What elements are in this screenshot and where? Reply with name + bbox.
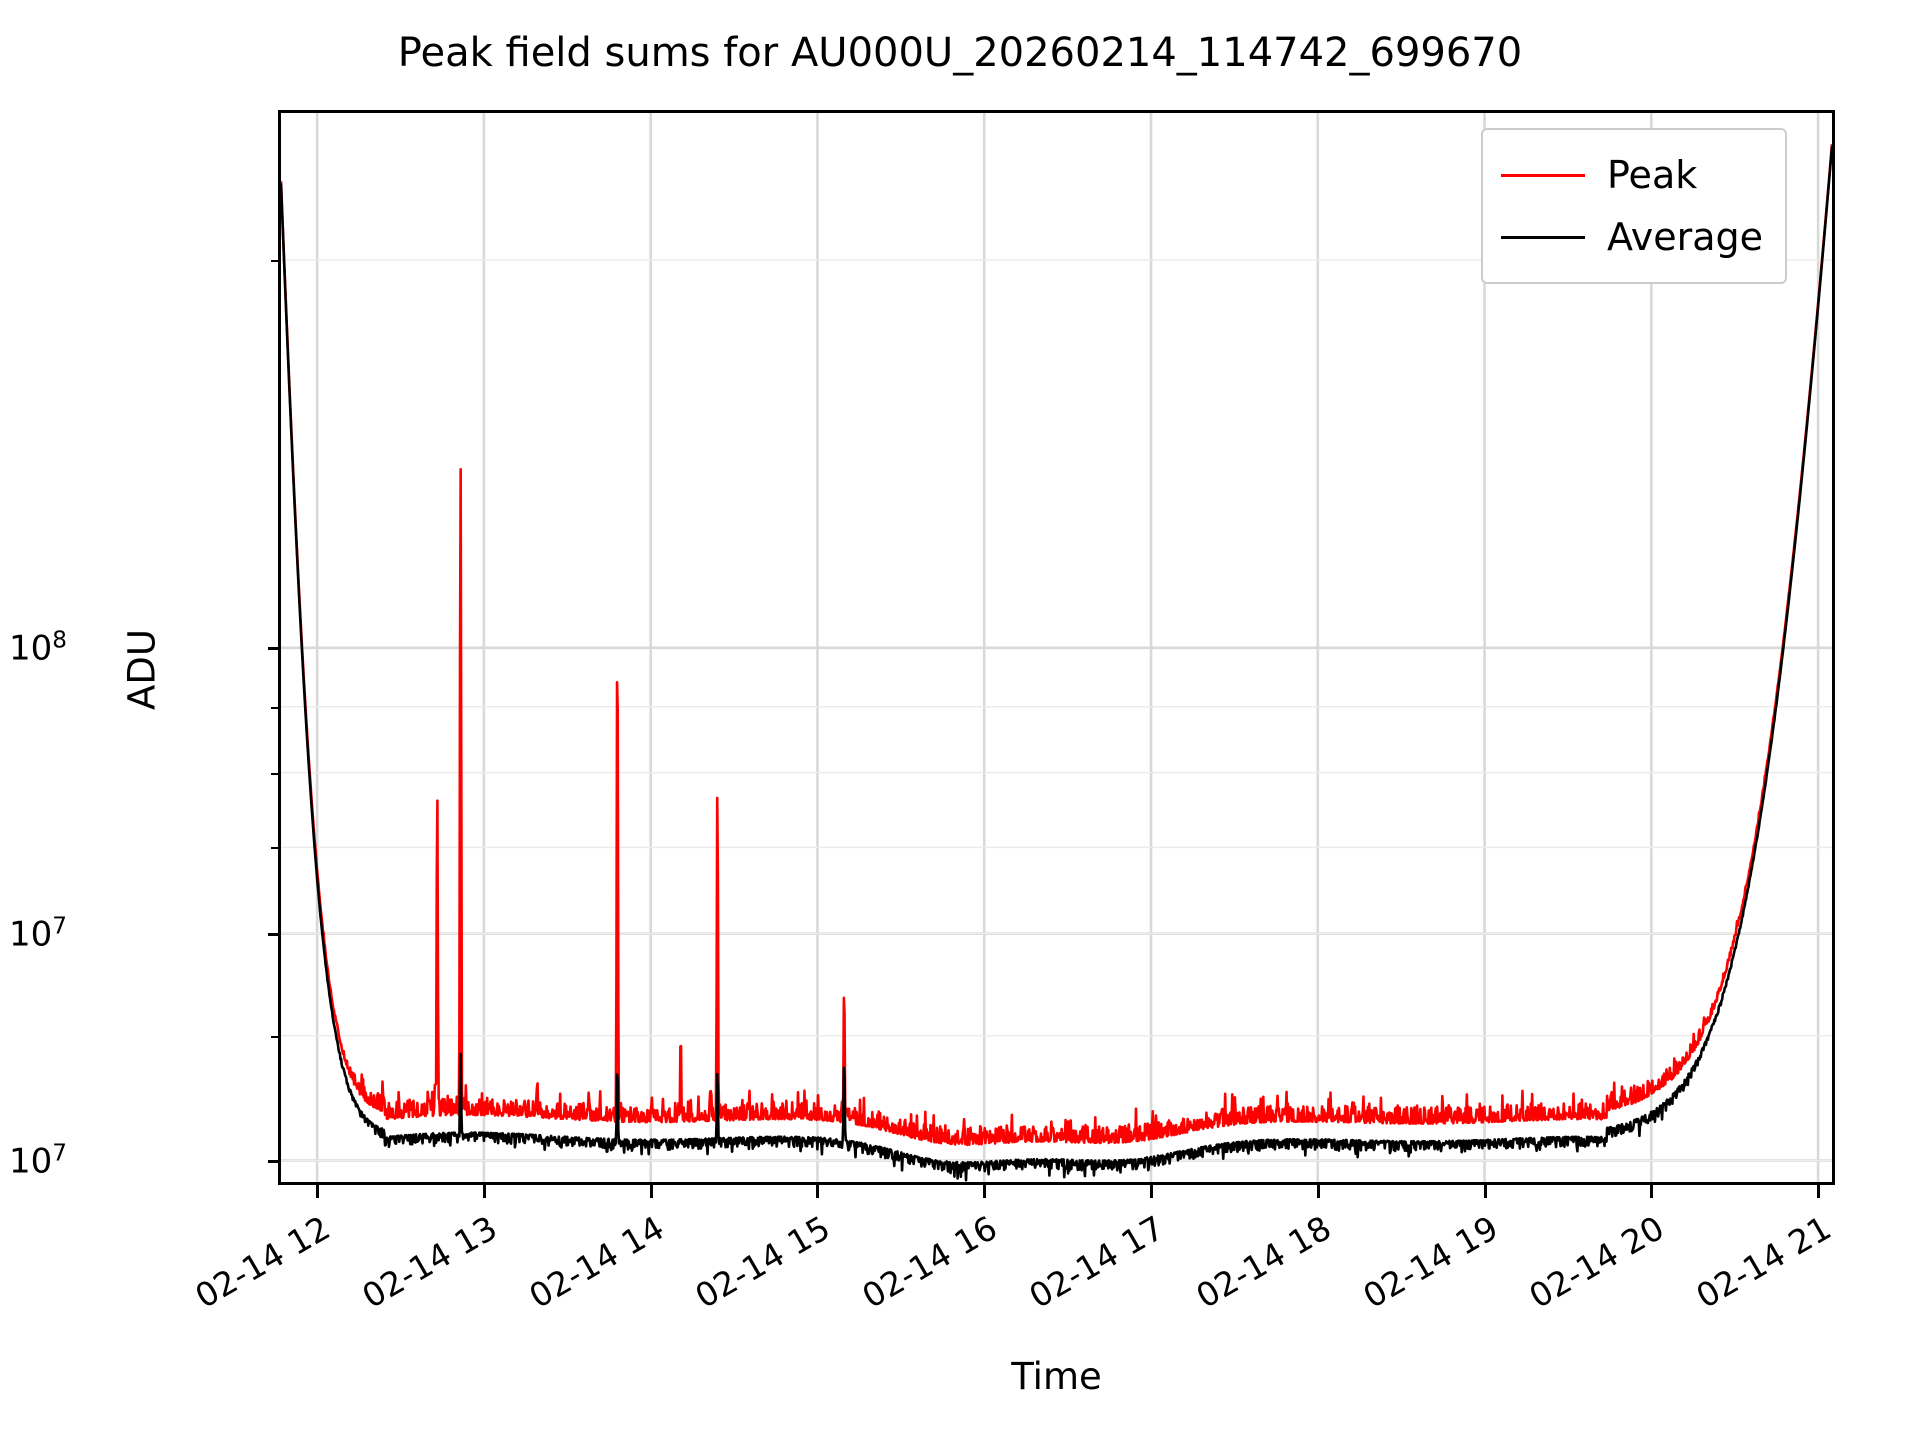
x-tick-mark (1150, 1185, 1153, 1198)
series-line-average (281, 146, 1832, 1182)
x-tick-mark (1817, 1185, 1821, 1198)
x-tick-mark (983, 1185, 987, 1198)
x-tick-label: 02-14 15 (688, 1208, 837, 1316)
x-tick-mark (649, 1185, 653, 1198)
x-tick-mark (316, 1185, 320, 1198)
x-tick-label: 02-14 19 (1356, 1208, 1505, 1316)
y-tick-label: 4 × 107 (0, 1139, 67, 1182)
y-tick-label: 6 × 107 (0, 913, 67, 955)
legend-swatch-peak-icon (1501, 173, 1585, 177)
legend-label: Average (1607, 215, 1764, 259)
y-tick-label: 108 (9, 627, 67, 669)
y-tick-mark-minor (271, 1160, 279, 1163)
x-tick-label: 02-14 12 (188, 1208, 337, 1316)
x-tick-label: 02-14 17 (1022, 1208, 1171, 1316)
x-tick-label: 02-14 16 (855, 1208, 1004, 1316)
y-axis-label: ADU (120, 629, 164, 710)
y-tick-mark-minor (271, 772, 279, 775)
data-series-layer (281, 144, 1832, 1182)
x-axis-label: Time (1011, 1355, 1102, 1398)
legend-entry-peak[interactable]: Peak (1501, 144, 1763, 206)
y-tick-mark-minor (271, 847, 279, 850)
x-tick-mark (1483, 1185, 1487, 1198)
x-tick-label: 02-14 20 (1522, 1208, 1671, 1316)
y-tick-mark-minor (271, 933, 279, 936)
chart-legend[interactable]: Peak Average (1481, 128, 1788, 284)
legend-swatch-average-icon (1501, 235, 1585, 239)
x-tick-mark (482, 1185, 486, 1198)
legend-entry-average[interactable]: Average (1501, 206, 1763, 268)
x-tick-label: 02-14 21 (1689, 1208, 1838, 1316)
y-tick-mark (268, 646, 281, 650)
y-tick-mark-minor (271, 259, 279, 262)
x-tick-label: 02-14 14 (522, 1208, 671, 1316)
x-tick-label: 02-14 13 (355, 1208, 504, 1316)
page-title: Peak field sums for AU000U_20260214_1147… (397, 30, 1523, 76)
legend-label: Peak (1607, 153, 1698, 197)
y-tick-mark-minor (271, 1035, 279, 1038)
x-tick-label: 02-14 18 (1189, 1208, 1338, 1316)
x-tick-mark (816, 1185, 820, 1198)
x-tick-mark (1650, 1185, 1654, 1198)
x-tick-mark (1316, 1185, 1320, 1198)
plot-area (278, 110, 1835, 1185)
series-line-peak (281, 144, 1832, 1147)
y-tick-mark-minor (271, 706, 279, 709)
